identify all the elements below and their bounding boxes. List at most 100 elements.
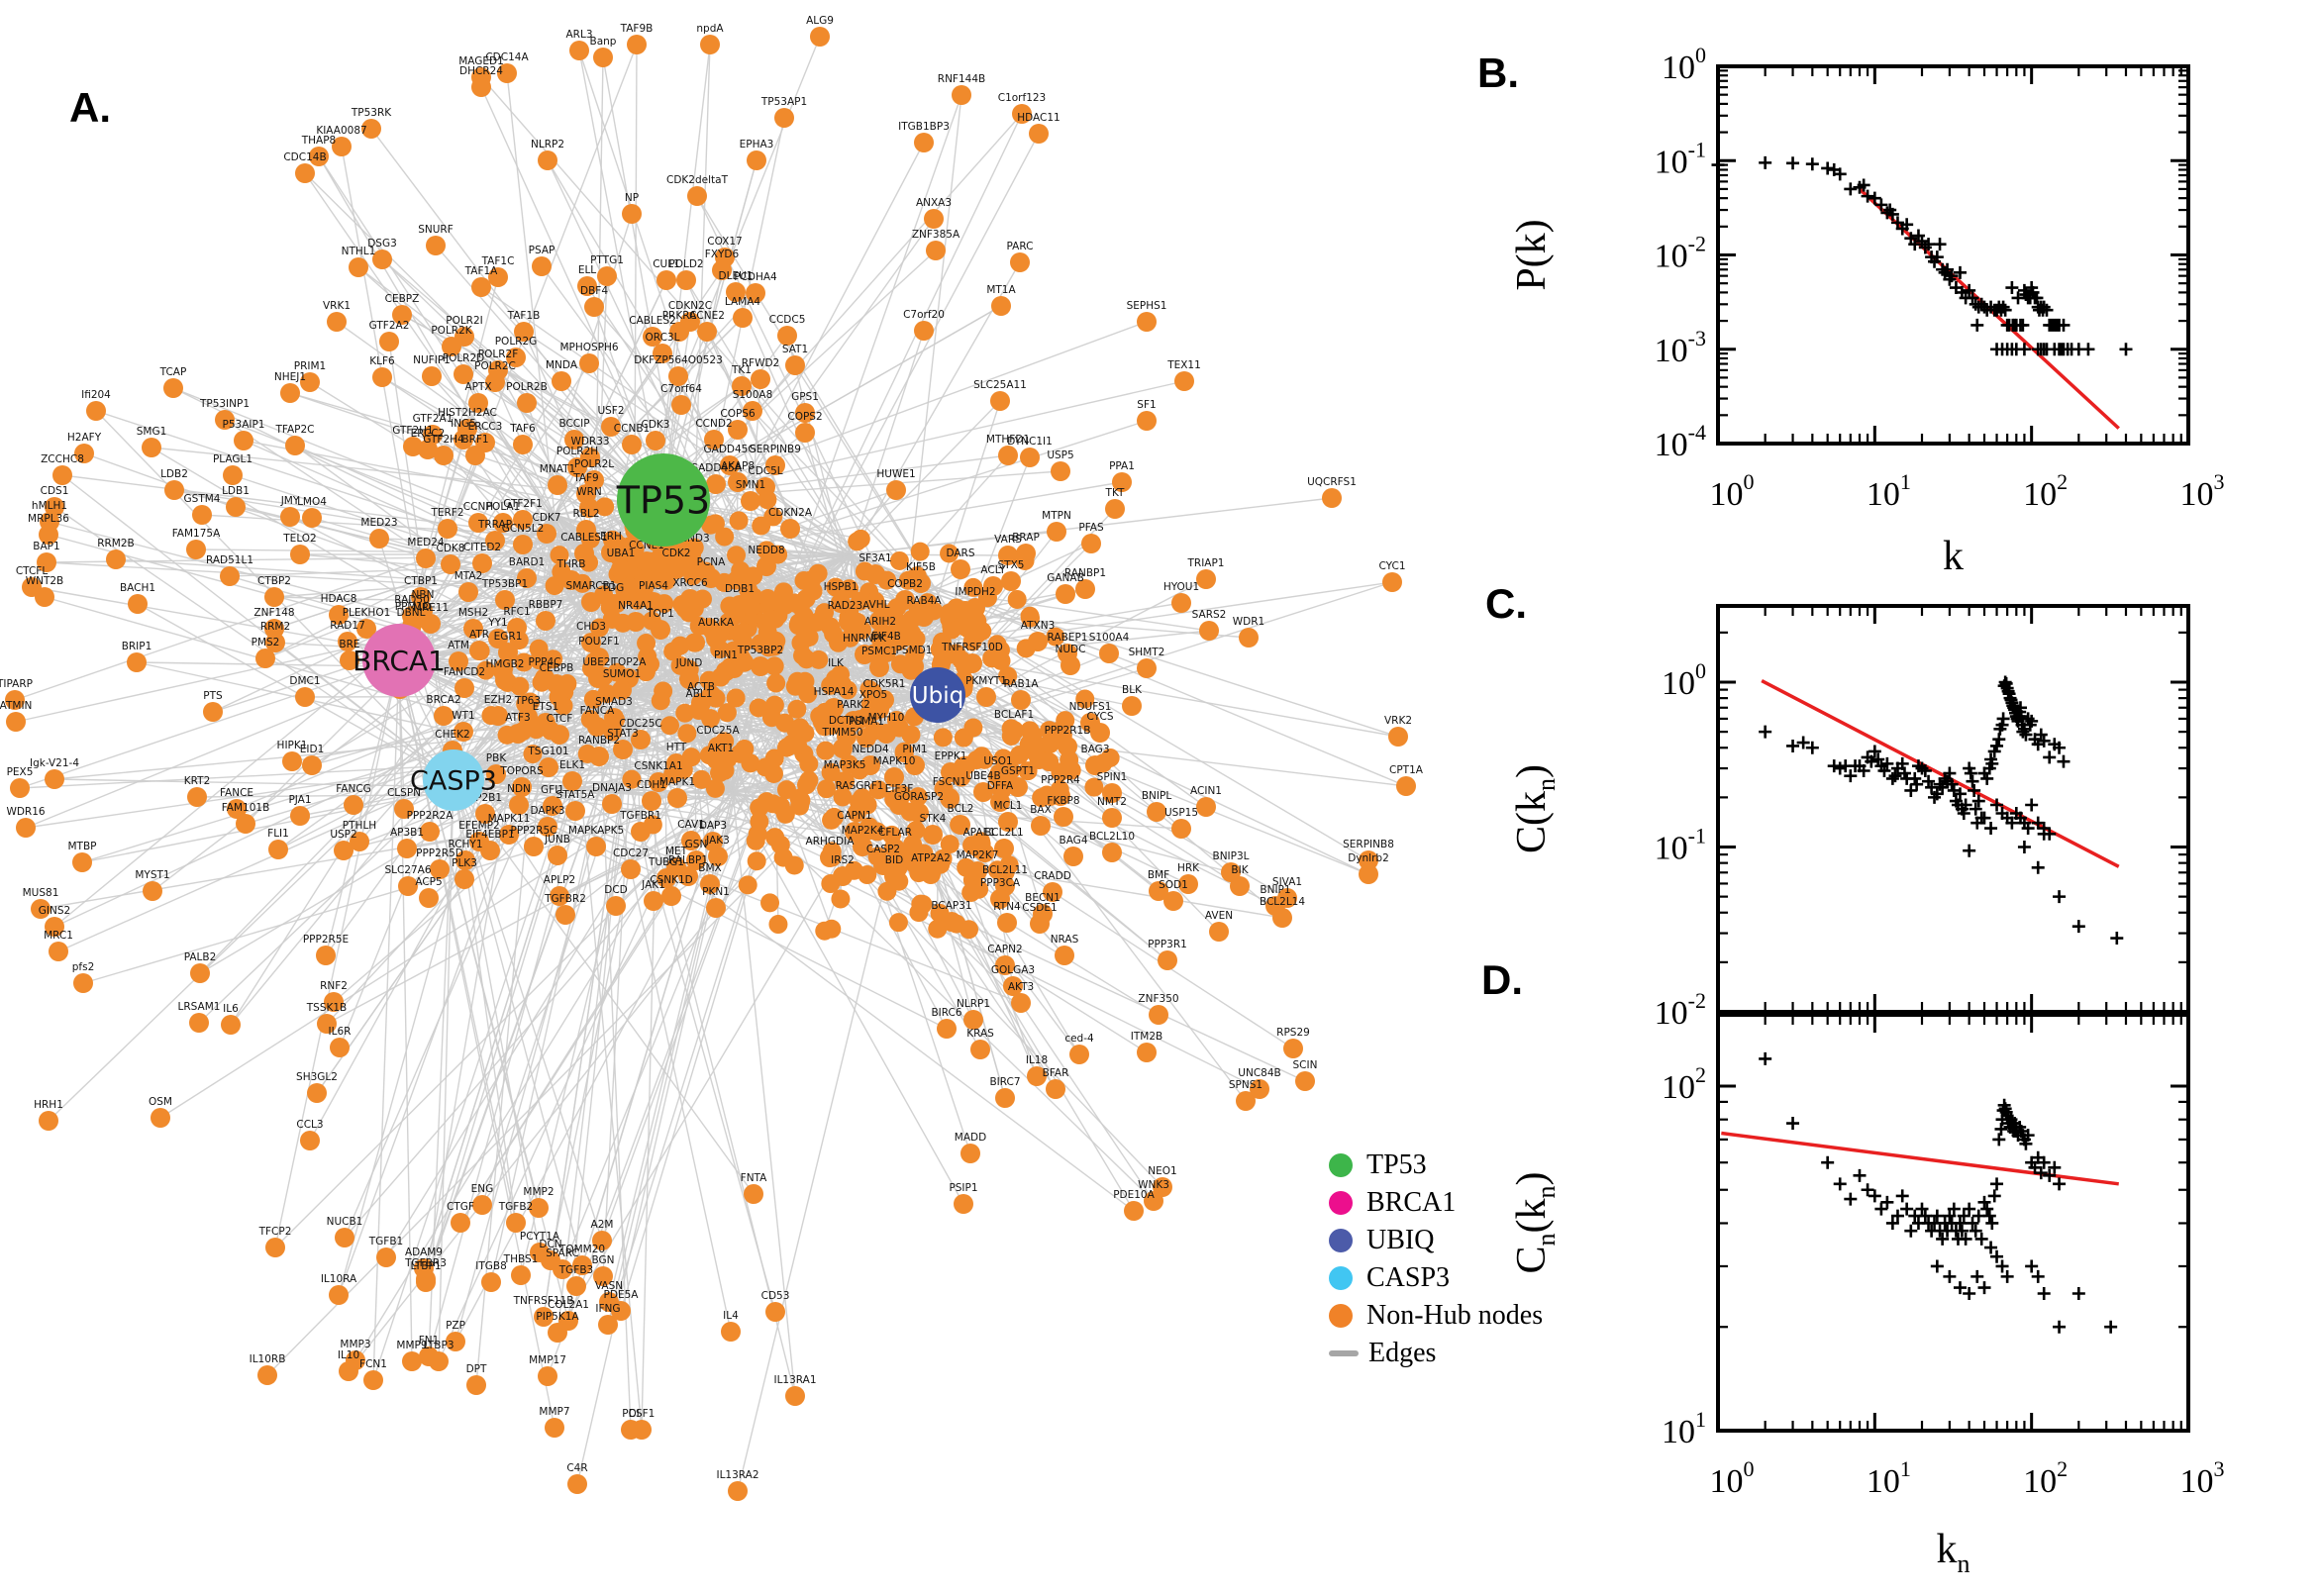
network-node bbox=[151, 1108, 170, 1128]
network-node bbox=[265, 1238, 285, 1257]
network-node-label: TUBG1 bbox=[648, 856, 684, 868]
network-node-label: BARD1 bbox=[509, 556, 545, 568]
network-node-label: TIPARP bbox=[0, 678, 33, 690]
network-node bbox=[821, 762, 841, 782]
network-node bbox=[1001, 571, 1021, 591]
network-node-label: KRAS bbox=[966, 1028, 994, 1040]
data-point bbox=[1796, 736, 1810, 749]
data-point bbox=[1963, 1202, 1976, 1216]
network-node-label: ACLY bbox=[980, 564, 1006, 576]
network-node bbox=[300, 1131, 320, 1150]
network-node bbox=[869, 611, 889, 631]
network-node bbox=[530, 1243, 550, 1262]
network-node bbox=[1003, 976, 1023, 996]
chart-frame bbox=[1716, 64, 2190, 446]
network-node bbox=[731, 560, 751, 580]
network-node bbox=[538, 817, 557, 837]
network-node-label: CDK8 bbox=[437, 543, 465, 554]
data-point bbox=[1990, 739, 2004, 752]
tick-label: 103 bbox=[2180, 469, 2225, 513]
network-edge bbox=[53, 778, 734, 793]
network-node-label: TRRAP bbox=[477, 519, 512, 531]
network-node bbox=[667, 788, 687, 808]
network-node-label: ATXN3 bbox=[1021, 620, 1056, 632]
network-node-label: BECN1 bbox=[1025, 892, 1060, 904]
network-node bbox=[991, 296, 1011, 316]
network-node-label: ARHGDIA bbox=[806, 836, 856, 848]
network-node bbox=[215, 410, 235, 430]
data-point bbox=[2034, 728, 2048, 742]
network-node-label: ZCCHC8 bbox=[41, 453, 84, 465]
network-node bbox=[973, 782, 993, 802]
network-node bbox=[777, 326, 797, 346]
network-node-label: CDKN2C bbox=[668, 300, 712, 312]
network-node bbox=[727, 546, 747, 565]
network-node-label: MAP3K5 bbox=[824, 759, 866, 771]
data-point bbox=[1900, 218, 1914, 232]
network-node-label: DAP3 bbox=[699, 820, 727, 832]
data-point bbox=[1759, 1051, 1772, 1065]
network-node bbox=[334, 841, 354, 860]
network-node-label: BCAP31 bbox=[931, 900, 971, 912]
network-node bbox=[681, 545, 701, 564]
network-node-label: ITM2B bbox=[1131, 1031, 1162, 1043]
tick-label: 102 bbox=[2023, 469, 2068, 513]
network-node bbox=[697, 322, 717, 342]
network-node-label: CDH1 bbox=[637, 779, 666, 791]
network-node-label: POLR2C bbox=[474, 360, 516, 372]
network-node-label: NEDD8 bbox=[748, 545, 784, 556]
tick-label: 10-1 bbox=[1655, 137, 1706, 180]
network-node-label: NEDD4 bbox=[852, 744, 889, 755]
network-node bbox=[603, 594, 623, 614]
network-node bbox=[1396, 776, 1416, 796]
network-node-label: EIF3F bbox=[885, 783, 914, 795]
network-node bbox=[1090, 723, 1110, 743]
network-node bbox=[394, 799, 414, 819]
data-point bbox=[1930, 787, 1944, 801]
network-node bbox=[471, 77, 491, 97]
network-node bbox=[643, 327, 662, 347]
network-node-label: STK4 bbox=[920, 813, 947, 825]
network-node bbox=[280, 383, 300, 403]
network-node bbox=[839, 754, 858, 774]
network-node bbox=[589, 747, 609, 766]
network-node-label: TDG bbox=[601, 582, 625, 594]
network-node bbox=[691, 769, 711, 789]
network-node-label: JAK3 bbox=[705, 835, 730, 847]
network-node-label: BCL2L10 bbox=[1089, 831, 1135, 843]
network-node-label: IL6 bbox=[223, 1003, 239, 1015]
data-point bbox=[1833, 1177, 1847, 1191]
network-node-label: NUFIP1 bbox=[413, 354, 451, 366]
network-node-label: CDK2deltaT bbox=[666, 174, 729, 186]
network-node-label: DDB1 bbox=[725, 583, 755, 595]
network-node-label: S100A4 bbox=[1089, 632, 1130, 644]
network-node bbox=[458, 582, 478, 602]
network-edge bbox=[581, 633, 773, 1266]
network-node bbox=[1149, 881, 1168, 901]
network-edge bbox=[316, 553, 694, 1094]
network-edge bbox=[425, 692, 635, 1280]
network-node-label: GOLGA3 bbox=[991, 964, 1035, 976]
network-node-label: EIF4B bbox=[871, 631, 901, 643]
network-node bbox=[1020, 606, 1040, 626]
network-node-label: PPP2R1B bbox=[1045, 725, 1091, 737]
network-node bbox=[766, 673, 786, 693]
data-point bbox=[1957, 807, 1970, 821]
network-node bbox=[706, 629, 726, 648]
network-node bbox=[486, 764, 506, 784]
network-node bbox=[1171, 819, 1191, 839]
data-point bbox=[1947, 1202, 1961, 1216]
network-edge bbox=[771, 113, 1023, 635]
network-node bbox=[106, 549, 126, 569]
network-node bbox=[576, 520, 596, 540]
network-node bbox=[785, 355, 805, 375]
tick-label: 10-4 bbox=[1655, 420, 1706, 463]
network-node-label: PPP2R5C bbox=[511, 825, 557, 837]
network-node bbox=[420, 822, 440, 842]
network-node-label: NMT2 bbox=[1097, 796, 1127, 808]
network-node bbox=[1199, 621, 1219, 641]
axis-title: kn​ bbox=[1937, 1527, 1970, 1578]
network-node-label: CDC14A bbox=[485, 51, 529, 63]
network-edge bbox=[851, 553, 1148, 669]
network-node bbox=[611, 559, 631, 579]
